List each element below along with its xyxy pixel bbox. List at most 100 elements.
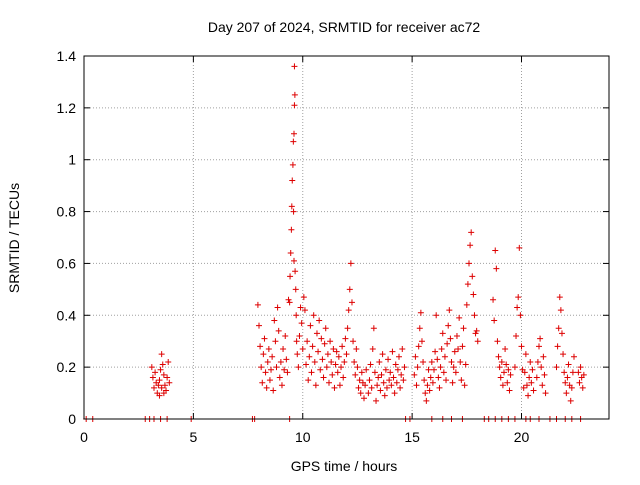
data-point xyxy=(423,397,430,404)
data-point xyxy=(507,371,514,378)
data-point xyxy=(307,322,314,329)
data-point xyxy=(272,338,279,345)
data-point xyxy=(152,369,159,376)
x-axis-label: GPS time / hours xyxy=(291,458,398,474)
data-point xyxy=(474,338,481,345)
y-tick-label: 0.8 xyxy=(57,204,77,220)
data-point xyxy=(522,351,529,358)
data-point xyxy=(463,301,470,308)
data-point xyxy=(283,356,290,363)
data-point xyxy=(561,369,568,376)
data-point xyxy=(261,335,268,342)
y-axis-label: SRMTID / TECUs xyxy=(6,183,22,293)
data-point xyxy=(502,345,509,352)
data-point xyxy=(303,361,310,368)
data-point xyxy=(437,364,444,371)
data-point xyxy=(493,265,500,272)
data-point xyxy=(564,374,571,381)
x-tick-label: 15 xyxy=(404,429,420,445)
data-point xyxy=(416,325,423,332)
data-point xyxy=(289,161,296,168)
data-point xyxy=(378,371,385,378)
data-point xyxy=(288,203,295,210)
data-point xyxy=(398,371,405,378)
data-point xyxy=(523,382,530,389)
data-point xyxy=(296,333,303,340)
data-point xyxy=(397,384,404,391)
data-point xyxy=(434,356,441,363)
data-point xyxy=(322,325,329,332)
data-point xyxy=(285,296,292,303)
data-point xyxy=(158,384,165,391)
data-point xyxy=(316,317,323,324)
data-point xyxy=(370,325,377,332)
data-point xyxy=(520,384,527,391)
data-point xyxy=(533,374,540,381)
data-point xyxy=(565,361,572,368)
data-point xyxy=(498,358,505,365)
data-point xyxy=(288,226,295,233)
data-point xyxy=(571,353,577,360)
data-point xyxy=(414,364,421,371)
x-tick-label: 5 xyxy=(189,429,197,445)
data-point xyxy=(527,358,534,365)
data-point xyxy=(499,382,506,389)
data-point xyxy=(348,299,355,306)
data-point xyxy=(447,335,454,342)
data-point xyxy=(358,369,365,376)
data-point xyxy=(345,307,352,314)
data-point xyxy=(516,244,523,251)
data-point xyxy=(287,273,294,280)
data-point xyxy=(262,369,269,376)
data-point xyxy=(399,345,406,352)
y-tick-label: 0.4 xyxy=(57,307,77,323)
data-point xyxy=(460,325,467,332)
data-point xyxy=(300,294,307,301)
data-point xyxy=(356,377,363,384)
data-point xyxy=(380,379,387,386)
data-point xyxy=(427,374,434,381)
data-point xyxy=(506,387,513,394)
data-point xyxy=(157,366,164,373)
data-point xyxy=(256,322,262,329)
data-point xyxy=(313,330,320,337)
data-point xyxy=(333,348,340,355)
data-point xyxy=(433,312,440,319)
data-point xyxy=(346,286,353,293)
data-point xyxy=(292,286,299,293)
data-point xyxy=(161,382,168,389)
x-tick-label: 10 xyxy=(295,429,311,445)
data-point xyxy=(446,307,453,314)
data-point xyxy=(361,395,367,402)
data-point xyxy=(268,366,275,373)
y-tick-label: 0 xyxy=(68,411,76,427)
data-point xyxy=(426,387,433,394)
data-point xyxy=(432,348,439,355)
data-point xyxy=(339,343,346,350)
data-point xyxy=(298,320,305,327)
data-point xyxy=(156,392,163,399)
x-tick-label: 20 xyxy=(514,429,530,445)
data-point xyxy=(274,304,281,311)
data-point xyxy=(342,335,349,342)
data-point xyxy=(387,369,394,376)
data-point xyxy=(425,366,432,373)
data-point xyxy=(456,314,463,321)
data-point xyxy=(299,345,306,352)
data-point xyxy=(530,387,537,394)
data-point xyxy=(374,382,381,389)
data-point xyxy=(555,325,562,332)
data-point xyxy=(569,369,576,376)
data-point xyxy=(306,353,313,360)
data-point xyxy=(422,390,429,397)
data-point xyxy=(556,294,563,301)
data-point xyxy=(461,382,468,389)
data-point xyxy=(151,384,157,391)
data-point xyxy=(424,382,431,389)
data-point xyxy=(160,371,167,378)
data-point xyxy=(468,229,475,236)
data-point xyxy=(331,384,338,391)
data-point xyxy=(389,348,396,355)
data-point xyxy=(458,377,465,384)
